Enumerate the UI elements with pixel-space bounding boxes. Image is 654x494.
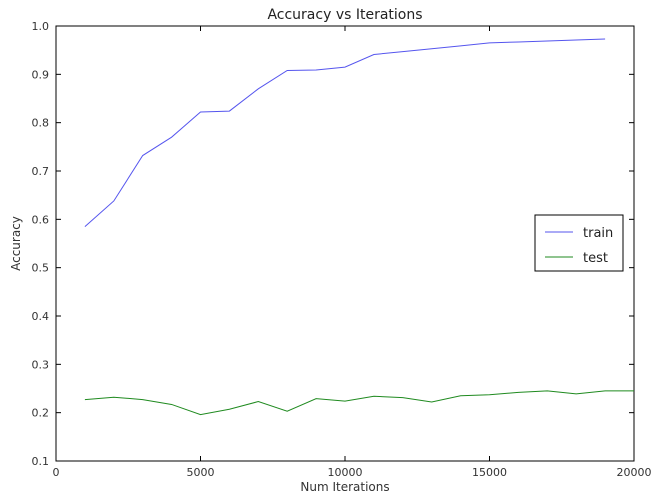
y-tick-label: 0.3	[32, 358, 50, 371]
y-tick-label: 0.8	[32, 117, 50, 130]
x-tick-label: 5000	[187, 466, 215, 479]
y-tick-label: 1.0	[32, 20, 50, 33]
y-tick-label: 0.5	[32, 262, 50, 275]
legend-label-test: test	[583, 251, 608, 266]
y-tick-label: 0.2	[32, 407, 50, 420]
x-axis-title: Num Iterations	[300, 480, 389, 494]
series-lines	[84, 38, 634, 416]
y-axis-title: Accuracy	[9, 216, 23, 271]
chart-title: Accuracy vs Iterations	[267, 7, 422, 23]
legend-label-train: train	[583, 226, 613, 241]
series-line-test	[84, 390, 634, 416]
legend-frame	[534, 214, 624, 272]
y-tick-label: 0.1	[32, 455, 50, 468]
legend: train test	[534, 214, 624, 272]
y-tick-label: 0.9	[32, 68, 50, 81]
y-tick-label: 0.7	[32, 165, 50, 178]
y-tick-label: 0.4	[32, 310, 50, 323]
x-tick-label: 10000	[328, 466, 363, 479]
series-line-train	[84, 38, 606, 227]
x-tick-label: 0	[53, 466, 60, 479]
x-tick-label: 20000	[617, 466, 652, 479]
axis-ticks: 0 5000 10000 15000 20000 0.1 0.2 0.3 0.4 0.5 0.6 0.…	[32, 20, 652, 479]
y-tick-label: 0.6	[32, 213, 50, 226]
x-tick-label: 15000	[472, 466, 507, 479]
